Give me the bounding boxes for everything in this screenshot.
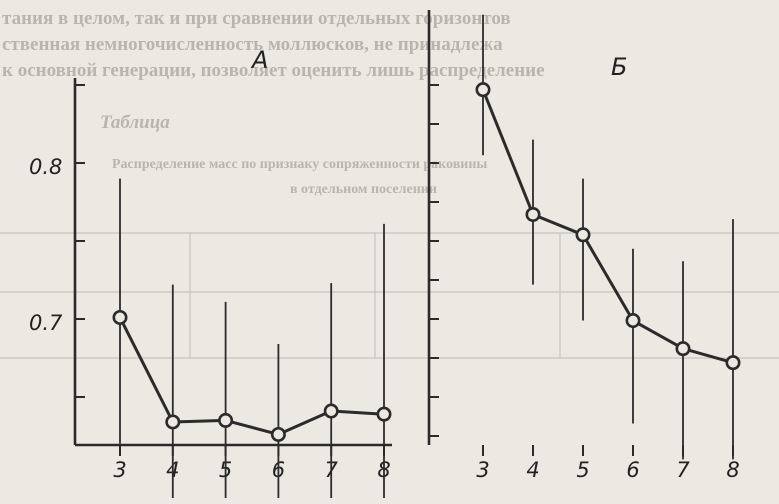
panel-b-data-point-7 (675, 341, 691, 357)
panel-b-data-point-4 (525, 206, 541, 222)
panel-b-x-tick-label-8: 8 (726, 458, 739, 482)
panel-a-label: А (250, 46, 268, 74)
panel-b-x-tick-label-6: 6 (626, 458, 639, 482)
panel-a-data-point-5 (218, 412, 234, 428)
panel-b-label: Б (611, 53, 627, 81)
panel-b-x-tick-label-3: 3 (476, 458, 489, 482)
panel-a-y-tick-label-0-8: 0.8 (29, 155, 62, 179)
panel-b-series-line (481, 89, 734, 365)
panel-a-data-point-8 (376, 406, 392, 422)
panel-a-series-line (118, 316, 385, 436)
background-table-caption-2: в отдельном поселении (290, 182, 437, 197)
panel-b: Б 3 4 5 6 7 8 (427, 10, 741, 482)
panel-a-x-tick-label-3: 3 (113, 458, 126, 482)
panel-a-data-point-7 (323, 403, 339, 419)
background-print: тания в целом, так и при сравнении отдел… (0, 8, 779, 359)
panel-a-data-point-3 (112, 309, 128, 325)
panel-b-data-point-6 (625, 313, 641, 329)
background-text-line-3: к основной генерации, позволяет оценить … (2, 60, 545, 81)
background-table-caption-1: Распределение масс по признаку сопряженн… (112, 157, 487, 172)
panel-b-x-tick-label-7: 7 (676, 458, 690, 482)
panel-a-data-point-4 (165, 414, 181, 430)
panel-b-x-tick-label-5: 5 (576, 458, 589, 482)
panel-b-data-point-5 (575, 227, 591, 243)
panel-b-data-point-8 (725, 355, 741, 371)
background-table-heading: Таблица (100, 112, 170, 133)
background-text-line-1: тания в целом, так и при сравнении отдел… (2, 8, 511, 29)
panel-a-y-tick-label-0-7: 0.7 (29, 311, 63, 335)
background-text-line-2: ственная немногочисленность моллюсков, н… (2, 34, 503, 55)
panel-a-data-point-6 (270, 426, 286, 442)
panel-b-data-point-3 (475, 82, 491, 98)
panel-b-x-tick-label-4: 4 (526, 458, 539, 482)
